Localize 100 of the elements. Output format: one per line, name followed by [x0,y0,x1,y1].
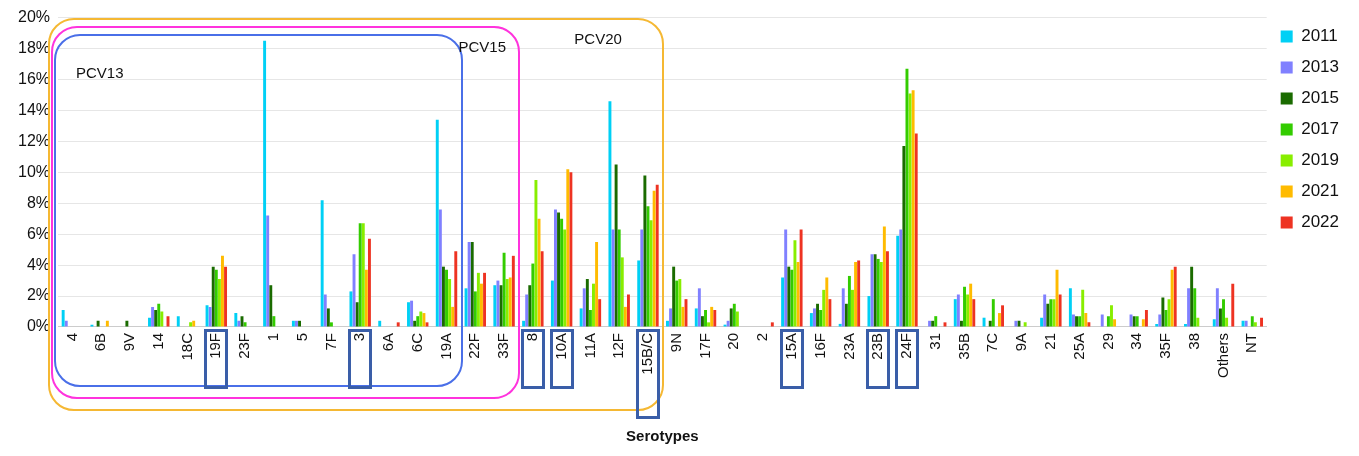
bar [885,251,889,327]
bar [1046,303,1050,327]
bar [560,218,564,327]
bar [480,283,483,327]
x-tick-label: 24F [897,332,915,359]
y-tick-label: 16% [17,69,51,87]
bar [828,299,832,327]
bar [1218,308,1222,327]
x-tick-label: 22F [465,332,483,359]
bar [934,316,938,327]
bar [809,313,813,327]
bar [448,279,452,327]
bar [825,277,829,327]
bar [320,200,324,327]
bar [1193,288,1197,327]
x-tick-label: 2 [753,332,771,342]
bar [813,308,816,327]
bar [157,303,161,327]
bar [464,288,468,327]
bar [1225,317,1229,327]
bar [1253,322,1257,327]
x-tick-label: 17F [695,332,713,359]
bar [476,272,480,327]
bar [1190,266,1194,327]
x-tick-label: 8 [522,332,540,342]
bar [473,291,477,327]
bar [844,303,848,327]
bar [822,289,826,327]
bar [269,285,273,327]
bar [1023,322,1027,327]
x-tick-label: 6C [407,332,425,353]
bar [646,206,650,327]
legend-label: 2022 [1301,212,1340,232]
legend-label: 2021 [1301,181,1340,201]
bar [704,309,707,327]
bar [272,316,276,327]
legend-label: 2015 [1301,88,1340,108]
bar [483,272,487,327]
bar [784,229,788,327]
bar [732,303,736,327]
bar [451,306,455,327]
bar [525,294,529,327]
bar [707,322,711,327]
bar [899,229,903,327]
x-tick-label: 35F [1156,332,1174,359]
bar [816,303,820,327]
x-tick-label: 9A [1012,332,1030,352]
x-tick-label: 6B [91,332,109,352]
annotation: PCV20 [574,29,622,47]
bar [905,68,909,327]
x-tick-label: 23F [235,332,253,359]
x-tick-label: 7C [983,332,1001,353]
bar [637,260,641,327]
x-tick-label: 1 [264,332,281,342]
bar [799,229,803,327]
bar [1084,313,1088,327]
bar [1001,305,1005,327]
bar [323,294,327,327]
x-tick-label: 3 [350,332,368,342]
bar [438,209,442,327]
bar [614,164,618,327]
bar [1058,294,1062,327]
bar [1231,283,1235,327]
bar [1164,309,1168,327]
bar [1043,294,1047,327]
x-tick-label: 6A [379,332,397,352]
x-tick-label: 9N [666,332,684,353]
x-tick-label: 19F [206,332,224,359]
bar [640,229,644,327]
x-tick-label: 34 [1127,332,1145,350]
legend-label: 2017 [1301,119,1340,139]
bar [531,263,535,327]
bar [626,294,630,327]
annotation: PCV13 [76,63,124,81]
x-tick-label: 23A [839,332,857,360]
bar [902,146,906,327]
bar [493,285,497,327]
bar [266,215,270,327]
bar [557,212,561,327]
x-tick-label: 4 [62,332,80,342]
bar [148,317,151,327]
bar [623,306,627,327]
bar [329,322,333,327]
bar [669,308,673,327]
x-tick-label: 19A [436,332,454,360]
x-tick-label: 12F [609,332,627,359]
bar [221,255,224,327]
x-tick-label: Others [1213,332,1231,378]
bar [592,283,595,327]
legend-label: 2011 [1301,26,1338,46]
bar [770,322,774,327]
bar [563,229,567,327]
x-tick-label: 9V [120,332,138,352]
bar [1081,289,1085,327]
bar [534,180,538,327]
bar [991,299,995,327]
x-tick-label: 21 [1040,332,1058,350]
x-axis-title: Serotypes [626,427,699,445]
bar [793,240,797,327]
bar [697,288,701,327]
